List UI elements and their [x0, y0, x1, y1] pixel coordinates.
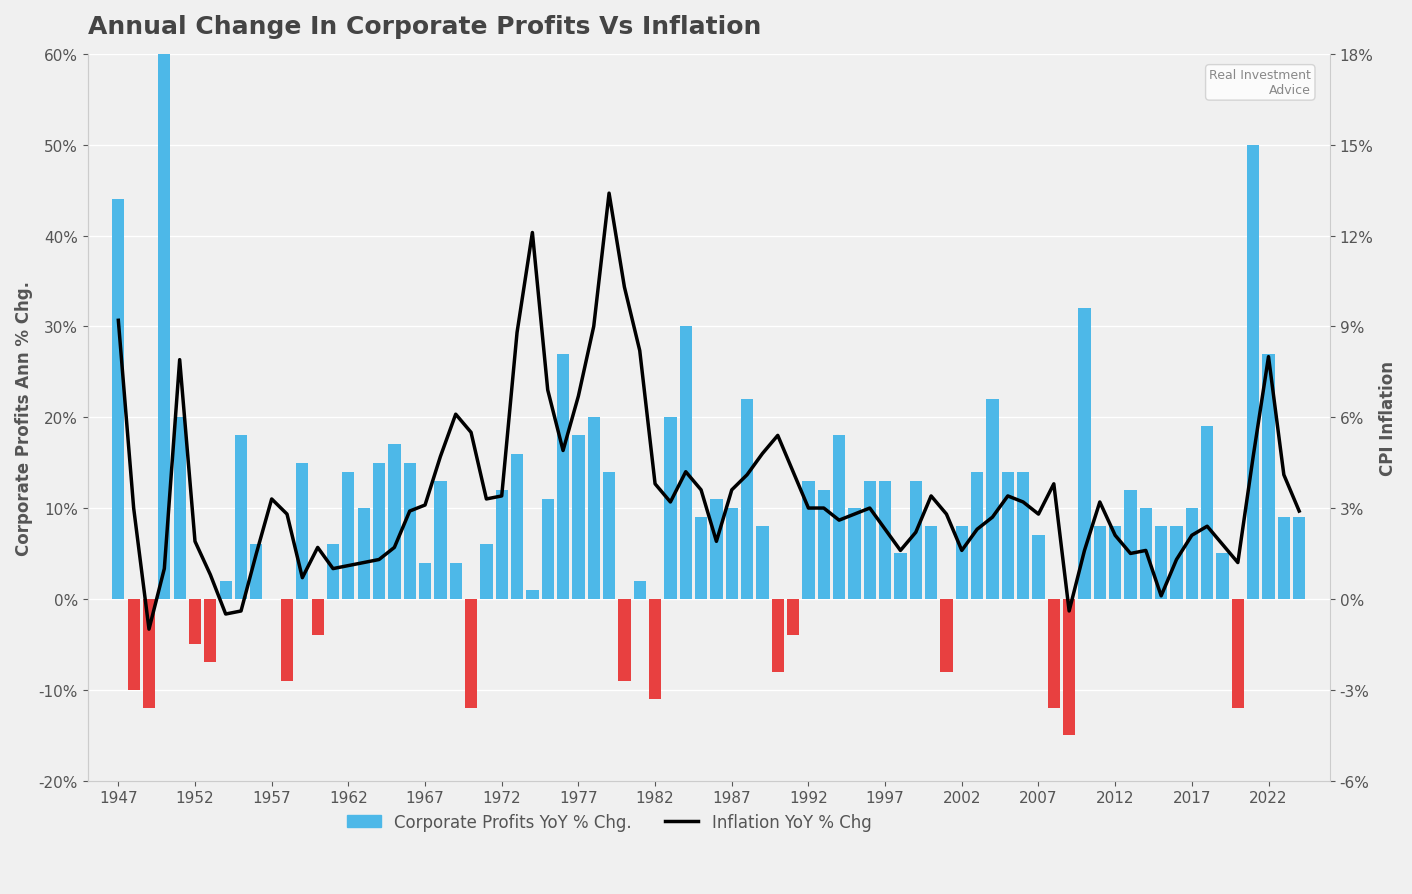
Bar	[864, 481, 875, 599]
Bar	[127, 599, 140, 690]
Bar	[1202, 426, 1213, 599]
Bar	[618, 599, 631, 681]
Bar	[480, 544, 493, 599]
Bar	[112, 200, 124, 599]
Bar	[388, 445, 401, 599]
Bar	[726, 509, 738, 599]
Bar	[542, 500, 554, 599]
Bar	[818, 490, 830, 599]
Bar	[1048, 599, 1060, 708]
Bar	[435, 481, 446, 599]
Bar	[449, 563, 462, 599]
Bar	[1293, 518, 1305, 599]
Bar	[312, 599, 323, 636]
Bar	[527, 590, 538, 599]
Bar	[971, 472, 983, 599]
Bar	[849, 509, 860, 599]
Bar	[710, 500, 723, 599]
Bar	[357, 509, 370, 599]
Bar	[189, 599, 201, 645]
Bar	[1063, 599, 1076, 736]
Bar	[679, 327, 692, 599]
Bar	[987, 400, 998, 599]
Bar	[650, 599, 661, 699]
Bar	[1139, 509, 1152, 599]
Bar	[909, 481, 922, 599]
Bar	[1032, 536, 1045, 599]
Bar	[956, 527, 967, 599]
Bar	[234, 436, 247, 599]
Bar	[1094, 527, 1106, 599]
Bar	[1247, 146, 1260, 599]
Bar	[219, 581, 232, 599]
Bar	[634, 581, 645, 599]
Bar	[281, 599, 294, 681]
Bar	[1001, 472, 1014, 599]
Bar	[174, 417, 186, 599]
Bar	[511, 454, 524, 599]
Bar	[1017, 472, 1029, 599]
Bar	[1278, 518, 1291, 599]
Bar	[297, 463, 308, 599]
Bar	[419, 563, 431, 599]
Bar	[143, 599, 155, 708]
Bar	[1216, 554, 1228, 599]
Bar	[1231, 599, 1244, 708]
Bar	[328, 544, 339, 599]
Bar	[925, 527, 938, 599]
Bar	[250, 544, 263, 599]
Bar	[404, 463, 417, 599]
Bar	[496, 490, 508, 599]
Bar	[603, 472, 616, 599]
Bar	[556, 354, 569, 599]
Text: Real Investment
Advice: Real Investment Advice	[1209, 70, 1312, 97]
Bar	[572, 436, 585, 599]
Bar	[741, 400, 753, 599]
Bar	[1171, 527, 1183, 599]
Bar	[587, 417, 600, 599]
Bar	[757, 527, 768, 599]
Bar	[802, 481, 815, 599]
Y-axis label: CPI Inflation: CPI Inflation	[1380, 360, 1396, 476]
Bar	[894, 554, 907, 599]
Y-axis label: Corporate Profits Ann % Chg.: Corporate Profits Ann % Chg.	[16, 281, 32, 555]
Bar	[1186, 509, 1197, 599]
Bar	[158, 55, 171, 599]
Bar	[1155, 527, 1168, 599]
Legend: Corporate Profits YoY % Chg., Inflation YoY % Chg: Corporate Profits YoY % Chg., Inflation …	[340, 806, 878, 838]
Bar	[373, 463, 385, 599]
Bar	[940, 599, 953, 671]
Bar	[1124, 490, 1137, 599]
Bar	[342, 472, 354, 599]
Bar	[786, 599, 799, 636]
Bar	[880, 481, 891, 599]
Bar	[695, 518, 707, 599]
Bar	[1079, 308, 1090, 599]
Text: Annual Change In Corporate Profits Vs Inflation: Annual Change In Corporate Profits Vs In…	[88, 15, 761, 39]
Bar	[664, 417, 676, 599]
Bar	[833, 436, 846, 599]
Bar	[1262, 354, 1275, 599]
Bar	[771, 599, 784, 671]
Bar	[465, 599, 477, 708]
Bar	[1108, 527, 1121, 599]
Bar	[205, 599, 216, 662]
